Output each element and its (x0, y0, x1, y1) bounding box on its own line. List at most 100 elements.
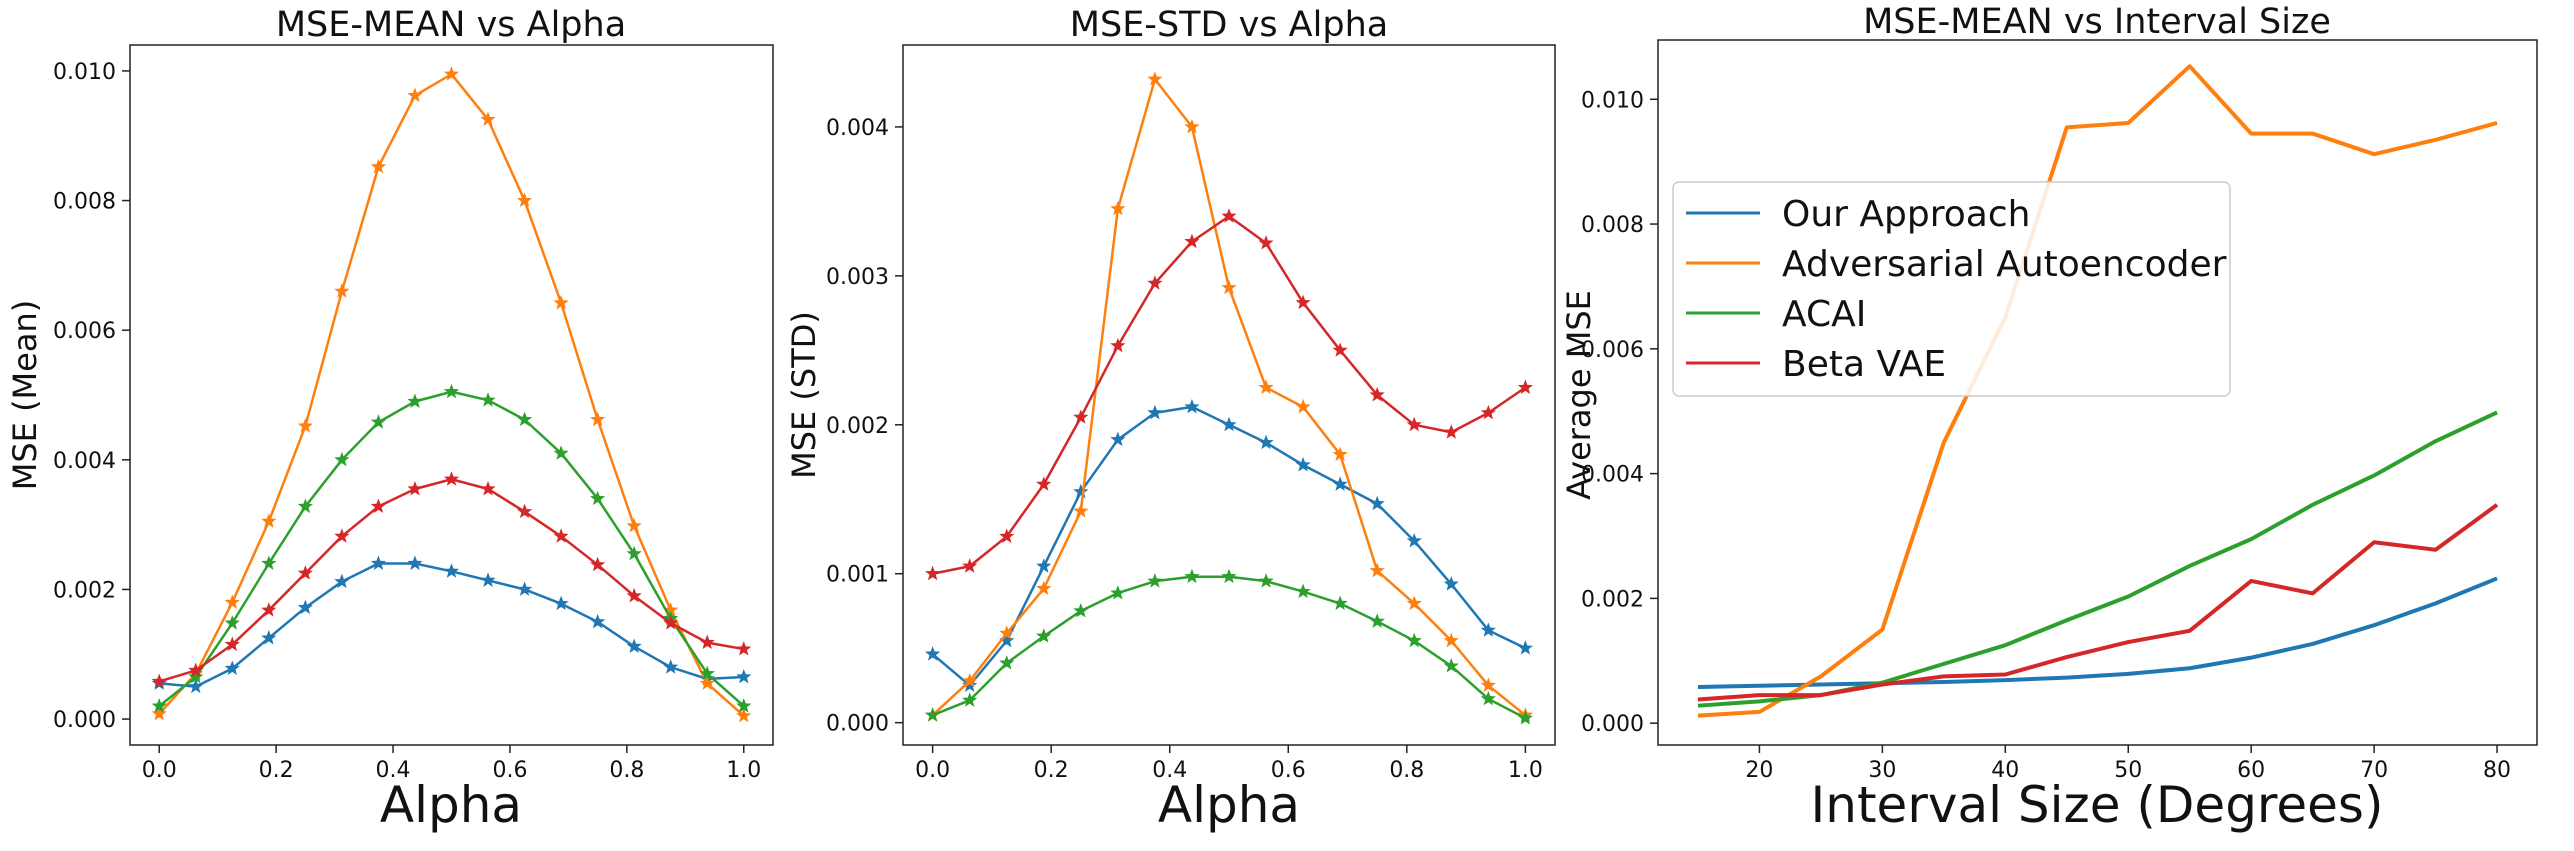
y-tick-label: 0.002 (53, 578, 116, 603)
x-tick-label: 0.6 (1271, 758, 1306, 783)
x-tick-label: 0.2 (1034, 758, 1069, 783)
tick-layer: 0.0 0.2 0.4 0.6 0.8 1.0 0.000 0.002 0.004 0.006 0.… (53, 60, 761, 783)
data-point (962, 558, 978, 573)
legend-label: Beta VAE (1782, 344, 1946, 385)
chart-title: MSE-STD vs Alpha (1070, 5, 1388, 45)
y-tick-label: 0.010 (53, 60, 116, 85)
data-point (1036, 476, 1052, 491)
legend: Our Approach Adversarial Autoencoder ACAI B… (1672, 181, 2231, 397)
series-line (159, 562, 744, 688)
data-point (407, 87, 423, 103)
data-point (699, 634, 715, 650)
data-point (334, 451, 350, 467)
series-our-approach (925, 398, 1533, 692)
series-line (1697, 576, 2498, 689)
plot-frame (129, 44, 774, 746)
y-axis-label: Average MSE (1560, 290, 1598, 500)
panel-mse-mean-vs-interval-size: MSE-MEAN vs Interval Size 20 30 40 50 60 70 80… (1560, 2, 2538, 834)
data-point (1073, 483, 1089, 499)
data-point (1406, 632, 1422, 648)
series-layer (151, 66, 752, 723)
data-point (553, 528, 569, 543)
data-point (1221, 208, 1237, 223)
data-point (297, 599, 313, 615)
series-beta-vae (925, 208, 1533, 581)
legend-item-adversarial-autoencoder: Adversarial Autoencoder (1686, 244, 2227, 285)
data-point (590, 411, 606, 427)
data-point (736, 641, 752, 656)
data-point (553, 595, 569, 611)
data-point (626, 587, 642, 603)
data-point (663, 602, 679, 617)
data-point (663, 659, 679, 674)
data-point (1295, 583, 1311, 599)
series-line (932, 575, 1526, 720)
data-point (370, 158, 387, 174)
x-tick-label: 0.2 (259, 758, 294, 783)
data-point (334, 573, 350, 589)
data-point (1295, 457, 1311, 472)
series-acai (151, 383, 752, 713)
data-point (1332, 446, 1348, 462)
y-tick-label: 0.006 (1581, 338, 1644, 363)
data-point (1369, 387, 1385, 402)
data-point (1258, 573, 1274, 588)
data-point (736, 698, 752, 713)
data-point (297, 498, 313, 513)
data-point (1517, 379, 1533, 395)
data-point (925, 707, 941, 722)
data-point (516, 581, 533, 596)
data-point (925, 646, 941, 661)
legend-box (1672, 181, 2231, 397)
data-point (261, 555, 277, 570)
series-adversarial-autoencoder (151, 66, 752, 723)
data-point (1295, 398, 1311, 414)
data-point (1036, 628, 1052, 643)
plot-frame (902, 44, 1556, 746)
series-layer (1697, 64, 2499, 718)
data-point (626, 517, 642, 533)
legend-item-acai: ACAI (1686, 294, 1866, 335)
y-tick-label: 0.001 (826, 563, 889, 588)
data-point (1295, 294, 1311, 310)
x-tick-label: 0.0 (142, 758, 177, 783)
data-point (516, 411, 533, 427)
series-our-approach (151, 555, 752, 694)
y-tick-label: 0.003 (826, 265, 889, 290)
data-point (370, 555, 387, 570)
data-point (443, 66, 460, 81)
data-point (1147, 573, 1163, 588)
x-tick-label: 50 (2114, 758, 2142, 783)
data-point (443, 383, 460, 399)
data-point (188, 668, 204, 684)
x-tick-label: 60 (2237, 758, 2265, 783)
data-point (553, 294, 569, 310)
data-point (590, 613, 606, 629)
data-point (1332, 342, 1348, 357)
data-point (1480, 677, 1496, 692)
data-point (1406, 595, 1422, 610)
tick-layer: 20 30 40 50 60 70 80 0.000 0.002 0.004 0.006 0.008 0… (1581, 88, 2511, 783)
data-point (516, 192, 533, 208)
data-point (407, 393, 423, 408)
x-axis-label: Interval Size (Degrees) (1811, 776, 2384, 834)
data-point (925, 565, 941, 581)
series-line (931, 78, 1527, 717)
data-point (1443, 424, 1459, 439)
data-point (224, 594, 240, 609)
panel-mse-std-vs-alpha: MSE-STD vs Alpha 0.0 0.2 0.4 0.6 0.8 1.0 0.000… (785, 5, 1556, 834)
data-point (297, 565, 313, 580)
x-tick-label: 0.0 (915, 758, 950, 783)
data-point (1147, 404, 1163, 420)
data-point (1147, 275, 1163, 290)
data-point (626, 545, 642, 561)
legend-label: ACAI (1782, 294, 1866, 335)
series-acai (1697, 410, 2498, 708)
series-adversarial-autoencoder (925, 71, 1533, 722)
x-tick-label: 0.4 (1152, 758, 1187, 783)
series-beta-vae (1697, 503, 2499, 702)
y-tick-label: 0.000 (1581, 712, 1644, 737)
series-beta-vae (151, 471, 752, 688)
data-point (224, 636, 240, 652)
data-point (1406, 532, 1422, 548)
